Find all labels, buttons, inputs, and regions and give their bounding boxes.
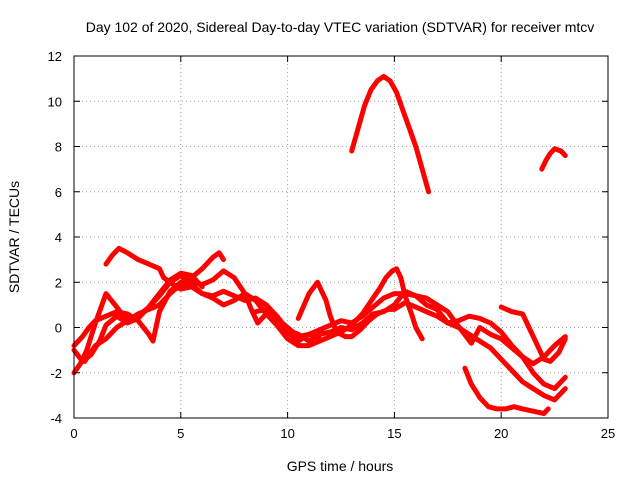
series-arc-e [295,279,568,403]
series-arc-d [82,268,568,392]
x-tick-label: 0 [70,426,77,441]
x-tick-label: 20 [494,426,508,441]
y-tick-label: 0 [55,321,62,336]
series-arc-i [349,73,432,195]
y-axis: -4 -2 0 2 4 6 8 10 12 [48,49,608,426]
y-tick-label: 10 [48,94,62,109]
x-axis: 0 5 10 15 20 25 [70,56,615,441]
series-arc-f [253,291,568,367]
y-tick-label: -2 [50,366,62,381]
x-tick-label: 10 [280,426,294,441]
series-arc-j [539,146,568,172]
x-tick-label: 25 [601,426,615,441]
x-tick-label: 15 [387,426,401,441]
grid [74,56,608,418]
series-arc-k [71,270,205,364]
y-tick-label: 8 [55,140,62,155]
series-arc-h [498,304,568,364]
chart-title: Day 102 of 2020, Sidereal Day-to-day VTE… [86,19,595,35]
series-arc-g [462,365,551,416]
series-arc-c [103,245,425,349]
x-axis-label: GPS time / hours [287,458,394,474]
y-axis-label: SDTVAR / TECUs [6,181,22,293]
y-tick-label: -4 [50,411,62,426]
series-arc-b [71,250,226,349]
y-tick-label: 12 [48,49,62,64]
y-tick-label: 4 [55,230,62,245]
x-tick-label: 5 [177,426,184,441]
series-layer [71,73,568,416]
y-tick-label: 2 [55,275,62,290]
y-tick-label: 6 [55,185,62,200]
